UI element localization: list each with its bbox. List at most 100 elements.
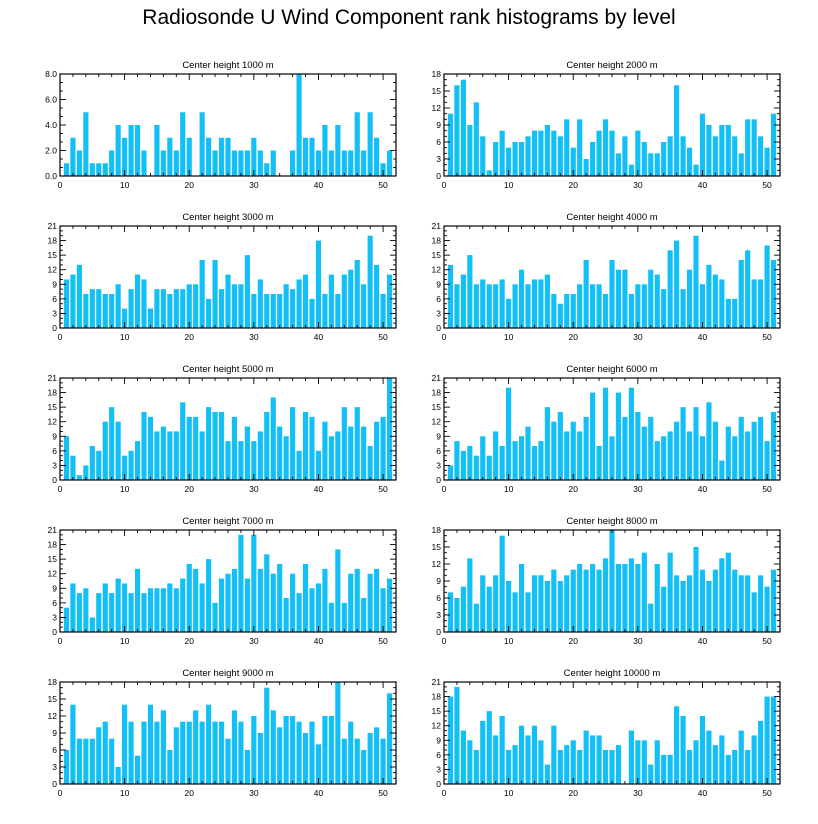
bar-10000m-rank-4 <box>467 740 473 784</box>
panel-5000m: Center height 5000 m 0 10 20 30 40 50 0 3 6 9 12 15 1… <box>16 346 406 494</box>
bar-1000m-rank-28 <box>238 150 244 176</box>
bar-8000m-rank-14 <box>531 575 538 632</box>
bar-7000m-rank-3 <box>76 593 82 632</box>
bar-6000m-rank-2 <box>454 441 460 480</box>
y-tick-label: 15 <box>432 86 442 96</box>
bar-1000m-rank-48 <box>367 112 373 176</box>
bar-9000m-rank-2 <box>70 704 76 784</box>
bar-6000m-rank-49 <box>758 416 764 480</box>
bar-6000m-rank-21 <box>577 431 583 480</box>
bar-1000m-rank-45 <box>348 150 354 176</box>
x-tick-label: 40 <box>698 636 708 646</box>
bar-4000m-rank-33 <box>654 274 660 328</box>
bar-5000m-rank-44 <box>341 407 347 480</box>
bar-8000m-rank-44 <box>725 552 731 632</box>
bar-1000m-rank-8 <box>109 150 115 176</box>
histogram-9000m: Center height 9000 m 0 10 20 30 40 50 0 3 6 9 12 15 1… <box>48 668 397 798</box>
bar-1000m-rank-37 <box>296 74 302 176</box>
histogram-5000m: Center height 5000 m 0 10 20 30 40 50 0 3 6 9 12 15 1… <box>48 364 397 494</box>
bar-8000m-rank-43 <box>719 558 725 632</box>
bar-9000m-rank-45 <box>348 721 354 784</box>
bar-1000m-rank-49 <box>374 137 380 176</box>
bar-4000m-rank-46 <box>738 260 744 328</box>
y-tick-label: 18 <box>432 525 442 535</box>
bar-2000m-rank-40 <box>699 113 706 176</box>
panel-title: Center height 8000 m <box>566 516 657 527</box>
bar-3000m-rank-34 <box>277 294 283 328</box>
bar-8000m-rank-12 <box>518 564 525 632</box>
bar-3000m-rank-38 <box>302 274 309 328</box>
panel-6000m: Center height 6000 m 0 10 20 30 40 50 0 3 6 9 12 15 1… <box>400 346 790 494</box>
bar-7000m-rank-45 <box>348 573 354 632</box>
bar-2000m-rank-43 <box>719 125 725 176</box>
y-tick-label: 15 <box>432 250 442 260</box>
bar-5000m-rank-18 <box>173 431 179 480</box>
y-tick-label: 15 <box>48 250 58 260</box>
bar-4000m-rank-29 <box>628 294 634 328</box>
bar-3000m-rank-24 <box>212 260 218 328</box>
bar-5000m-rank-43 <box>335 431 341 480</box>
bar-2000m-rank-27 <box>615 153 622 176</box>
bar-5000m-rank-30 <box>251 441 257 480</box>
bar-6000m-rank-51 <box>770 412 777 480</box>
y-tick-label: 18 <box>432 388 442 398</box>
bar-7000m-rank-38 <box>302 564 309 632</box>
bar-5000m-rank-12 <box>134 441 141 480</box>
bar-10000m-rank-51 <box>770 696 777 784</box>
bar-3000m-rank-12 <box>134 274 141 328</box>
bar-3000m-rank-48 <box>367 235 373 328</box>
x-tick-label: 50 <box>378 636 388 646</box>
bar-1000m-rank-18 <box>173 150 179 176</box>
x-tick-label: 50 <box>762 788 772 798</box>
bar-8000m-rank-8 <box>493 575 499 632</box>
y-tick-label: 6 <box>52 745 57 755</box>
bar-3000m-rank-13 <box>141 279 147 328</box>
bar-1000m-rank-6 <box>96 163 102 176</box>
y-tick-label: 0 <box>436 779 441 789</box>
y-tick-label: 6 <box>52 446 57 456</box>
panel-3000m: Center height 3000 m 0 10 20 30 40 50 0 3 6 9 12 15 1… <box>16 194 406 342</box>
bar-1000m-rank-13 <box>141 150 147 176</box>
bar-2000m-rank-22 <box>583 159 589 176</box>
bar-7000m-rank-48 <box>367 573 373 632</box>
bar-1000m-rank-42 <box>328 150 334 176</box>
bar-7000m-rank-42 <box>328 602 334 632</box>
histogram-8000m: Center height 8000 m 0 10 20 30 40 50 0 3 6 9 12 15 1… <box>432 516 781 646</box>
bar-10000m-rank-3 <box>460 730 466 784</box>
bar-9000m-rank-49 <box>374 727 380 784</box>
bar-4000m-rank-13 <box>525 284 531 328</box>
bar-9000m-rank-42 <box>328 716 334 784</box>
bar-2000m-rank-44 <box>725 125 731 176</box>
bar-10000m-rank-15 <box>538 740 544 784</box>
bar-8000m-rank-1 <box>447 592 454 632</box>
bar-10000m-rank-39 <box>693 740 699 784</box>
bar-2000m-rank-18 <box>557 136 563 176</box>
bar-4000m-rank-14 <box>531 279 538 328</box>
y-tick-label: 3 <box>436 460 441 470</box>
x-tick-label: 20 <box>184 180 194 190</box>
bar-5000m-rank-24 <box>212 412 218 480</box>
bar-4000m-rank-37 <box>680 289 686 328</box>
bar-7000m-rank-29 <box>244 578 250 632</box>
y-tick-label: 3 <box>436 154 441 164</box>
bar-6000m-rank-33 <box>654 441 660 480</box>
y-tick-label: 6 <box>436 446 441 456</box>
bar-10000m-rank-5 <box>473 750 479 784</box>
bar-5000m-rank-42 <box>328 436 334 480</box>
bar-10000m-rank-24 <box>596 735 602 784</box>
bar-2000m-rank-26 <box>609 130 615 176</box>
bar-1000m-rank-36 <box>290 150 296 176</box>
bar-9000m-rank-4 <box>83 738 89 784</box>
bar-6000m-rank-46 <box>738 416 744 480</box>
bar-5000m-rank-14 <box>147 416 154 480</box>
bar-6000m-rank-16 <box>544 407 550 480</box>
x-tick-label: 0 <box>58 636 63 646</box>
x-tick-label: 30 <box>249 636 259 646</box>
y-tick-label: 15 <box>432 542 442 552</box>
bar-10000m-rank-47 <box>745 750 751 784</box>
bar-7000m-rank-23 <box>206 559 212 632</box>
bar-3000m-rank-46 <box>354 260 360 328</box>
bar-4000m-rank-3 <box>460 274 466 328</box>
bar-2000m-rank-47 <box>745 119 751 176</box>
bar-9000m-rank-24 <box>212 721 218 784</box>
